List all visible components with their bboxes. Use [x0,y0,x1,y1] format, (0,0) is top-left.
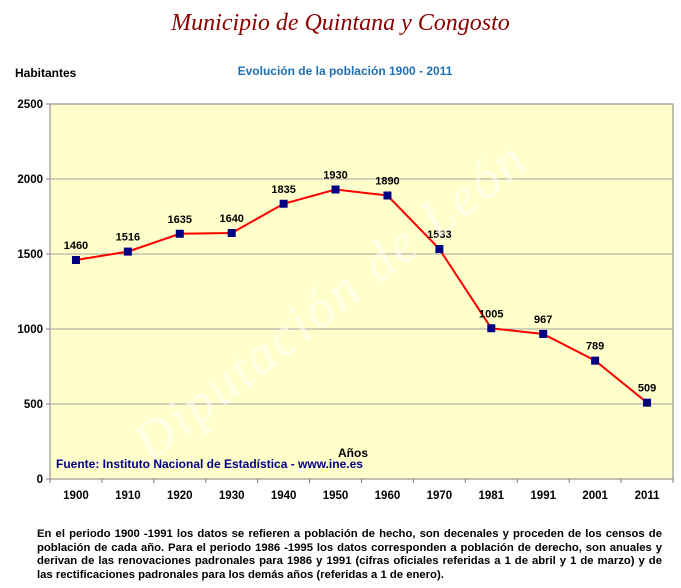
data-label: 1930 [323,170,347,182]
grid-lines [50,178,673,405]
data-points [71,185,652,407]
plot-area [49,103,674,480]
data-label: 1640 [219,213,243,225]
x-tick-label: 1920 [167,490,193,502]
data-label: 1516 [116,232,140,244]
data-point [227,229,236,237]
data-point [591,356,600,365]
data-label: 1005 [479,308,503,320]
y-tick-label: 1000 [17,324,43,336]
y-tick-label: 1500 [17,249,43,261]
y-tick-label: 2500 [17,99,43,111]
series-line [75,188,648,404]
x-tick-label: 1950 [323,490,349,502]
x-tick-label: 1960 [375,490,401,502]
data-label: 789 [586,341,604,353]
data-label: 509 [638,383,656,395]
x-axis-label: Años [338,446,368,460]
data-label: 1890 [375,176,399,188]
series-line-layer [75,188,648,404]
x-tick-label: 1930 [219,490,245,502]
page-title: Municipio de Quintana y Congosto [171,10,510,36]
data-label: 1835 [271,184,295,196]
y-tick-label: 500 [24,399,43,411]
y-axis-label: Habitantes [15,66,77,80]
data-label: 1635 [168,214,192,226]
x-tick-label: 2011 [635,490,661,502]
y-tick-label: 0 [37,474,43,486]
data-point [71,256,80,264]
source-note: Fuente: Instituto Nacional de Estadístic… [56,457,363,471]
data-point [383,191,392,200]
x-axis-ticks: 1900 1910 1920 1930 1940 1950 1960 1970 1981 1991… [49,479,674,502]
x-tick-label: 1991 [530,490,556,502]
data-point [175,229,184,238]
data-point [435,245,444,254]
data-point [123,247,132,256]
data-labels: 1460 1516 1635 1640 1835 1930 1890 1533 1005 967 7… [64,170,657,395]
data-label: 1533 [427,229,451,241]
x-tick-label: 2001 [582,490,608,502]
y-tick-label: 2000 [17,174,43,186]
data-point [643,398,652,407]
methodology-note: En el periodo 1900 -1991 los datos se re… [37,528,662,581]
data-point [331,185,340,194]
chart-title: Evolución de la población 1900 - 2011 [237,64,453,78]
data-point [539,329,548,338]
x-tick-label: 1970 [427,490,453,502]
x-tick-label: 1981 [478,490,504,502]
data-label: 1460 [64,240,88,252]
data-point [279,199,288,208]
x-tick-label: 1900 [63,490,89,502]
y-axis-ticks: 0 500 1000 1500 2000 2500 [17,99,50,486]
data-point [487,324,496,333]
x-tick-label: 1910 [115,490,141,502]
data-label: 967 [534,314,552,326]
x-tick-label: 1940 [271,490,297,502]
